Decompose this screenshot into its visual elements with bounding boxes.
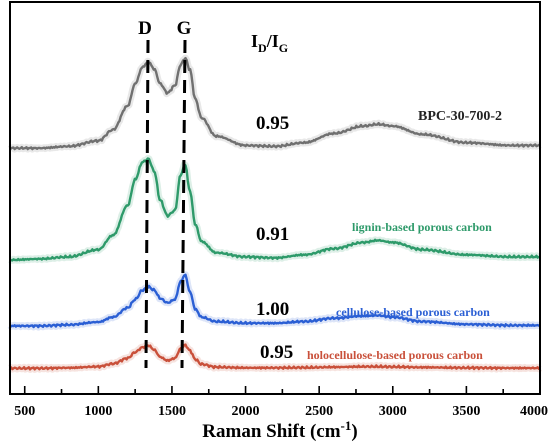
ratio-header-sub-g: G [279, 41, 288, 55]
series-label-lignin: lignin-based porous carbon [352, 220, 492, 234]
x-tick-label-2500: 2500 [305, 404, 333, 419]
x-axis-title: Raman Shift (cm-1) [202, 418, 357, 442]
ratio-bpc: 0.95 [256, 113, 289, 134]
x-tick-label-1500: 1500 [158, 404, 186, 419]
peak-guide-g [180, 39, 187, 369]
x-tick-layer: 500 1000 1500 2000 2500 3000 3500 4000 [14, 386, 548, 419]
x-tick-label-500: 500 [14, 404, 35, 419]
x-tick-label-3000: 3000 [379, 404, 407, 419]
ratio-header: ID/IG [251, 31, 288, 55]
ratio-holocellulose: 0.95 [260, 342, 293, 363]
peak-label-g: G [177, 18, 192, 39]
peak-guide-d [144, 39, 150, 369]
series-label-holocellulose: holocellulose-based porous carbon [307, 348, 483, 362]
x-tick-label-1000: 1000 [84, 404, 112, 419]
x-tick-label-4000: 4000 [520, 404, 548, 419]
series-line-3 [9, 343, 541, 371]
series-line-1 [9, 157, 541, 262]
ratio-lignin: 0.91 [256, 224, 289, 245]
series-layer [9, 56, 541, 371]
x-tick-label-3500: 3500 [452, 404, 480, 419]
series-glow-0 [7, 54, 543, 153]
x-axis-title-sup: -1 [341, 418, 352, 433]
series-label-bpc: BPC-30-700-2 [418, 109, 502, 124]
ratio-header-sub-d: D [258, 41, 267, 55]
series-label-cellulose: cellulose-based porous carbon [336, 305, 490, 319]
x-tick-label-2000: 2000 [232, 404, 260, 419]
x-axis-title-close: ) [351, 421, 357, 442]
ratio-header-sep: /I [266, 31, 279, 51]
series-glow-1 [7, 155, 543, 264]
ratio-header-main: I [251, 31, 258, 51]
plot-frame [9, 1, 541, 395]
peak-label-d: D [138, 18, 152, 39]
x-axis-title-main: Raman Shift (cm [202, 421, 340, 442]
peak-guide-layer [144, 39, 187, 369]
series-line-2 [9, 273, 541, 329]
series-line-0 [9, 56, 541, 151]
ratio-cellulose: 1.00 [256, 299, 289, 320]
